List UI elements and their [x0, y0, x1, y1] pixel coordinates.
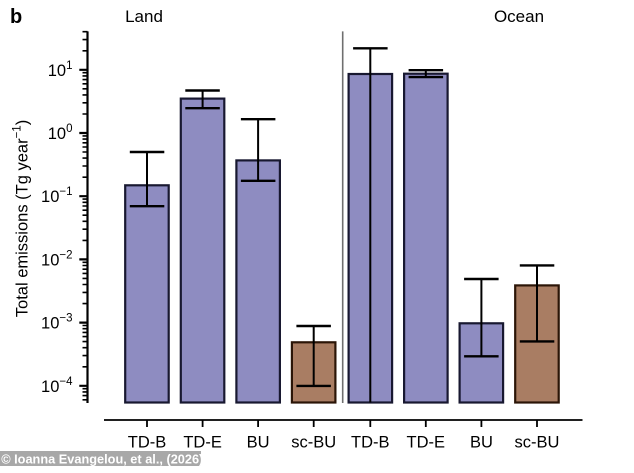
svg-text:Total emissions (Tg year−1): Total emissions (Tg year−1) [12, 120, 32, 317]
svg-text:Land: Land [125, 7, 163, 26]
svg-text:b: b [10, 6, 22, 28]
svg-text:© Ioanna Evangelou, et al., (2: © Ioanna Evangelou, et al., (2026) [1, 452, 203, 467]
svg-text:sc-BU: sc-BU [291, 434, 336, 452]
svg-text:sc-BU: sc-BU [515, 434, 560, 452]
svg-text:BU: BU [247, 434, 270, 452]
svg-text:TD-E: TD-E [183, 434, 222, 452]
svg-text:TD-B: TD-B [351, 434, 390, 452]
svg-text:TD-E: TD-E [407, 434, 446, 452]
svg-text:Ocean: Ocean [494, 7, 544, 26]
svg-text:TD-B: TD-B [128, 434, 167, 452]
svg-text:BU: BU [470, 434, 493, 452]
